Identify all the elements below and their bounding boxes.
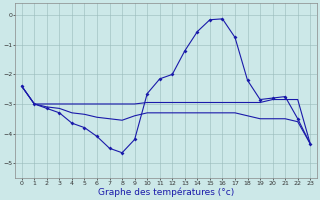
X-axis label: Graphe des températures (°c): Graphe des températures (°c) [98, 187, 234, 197]
